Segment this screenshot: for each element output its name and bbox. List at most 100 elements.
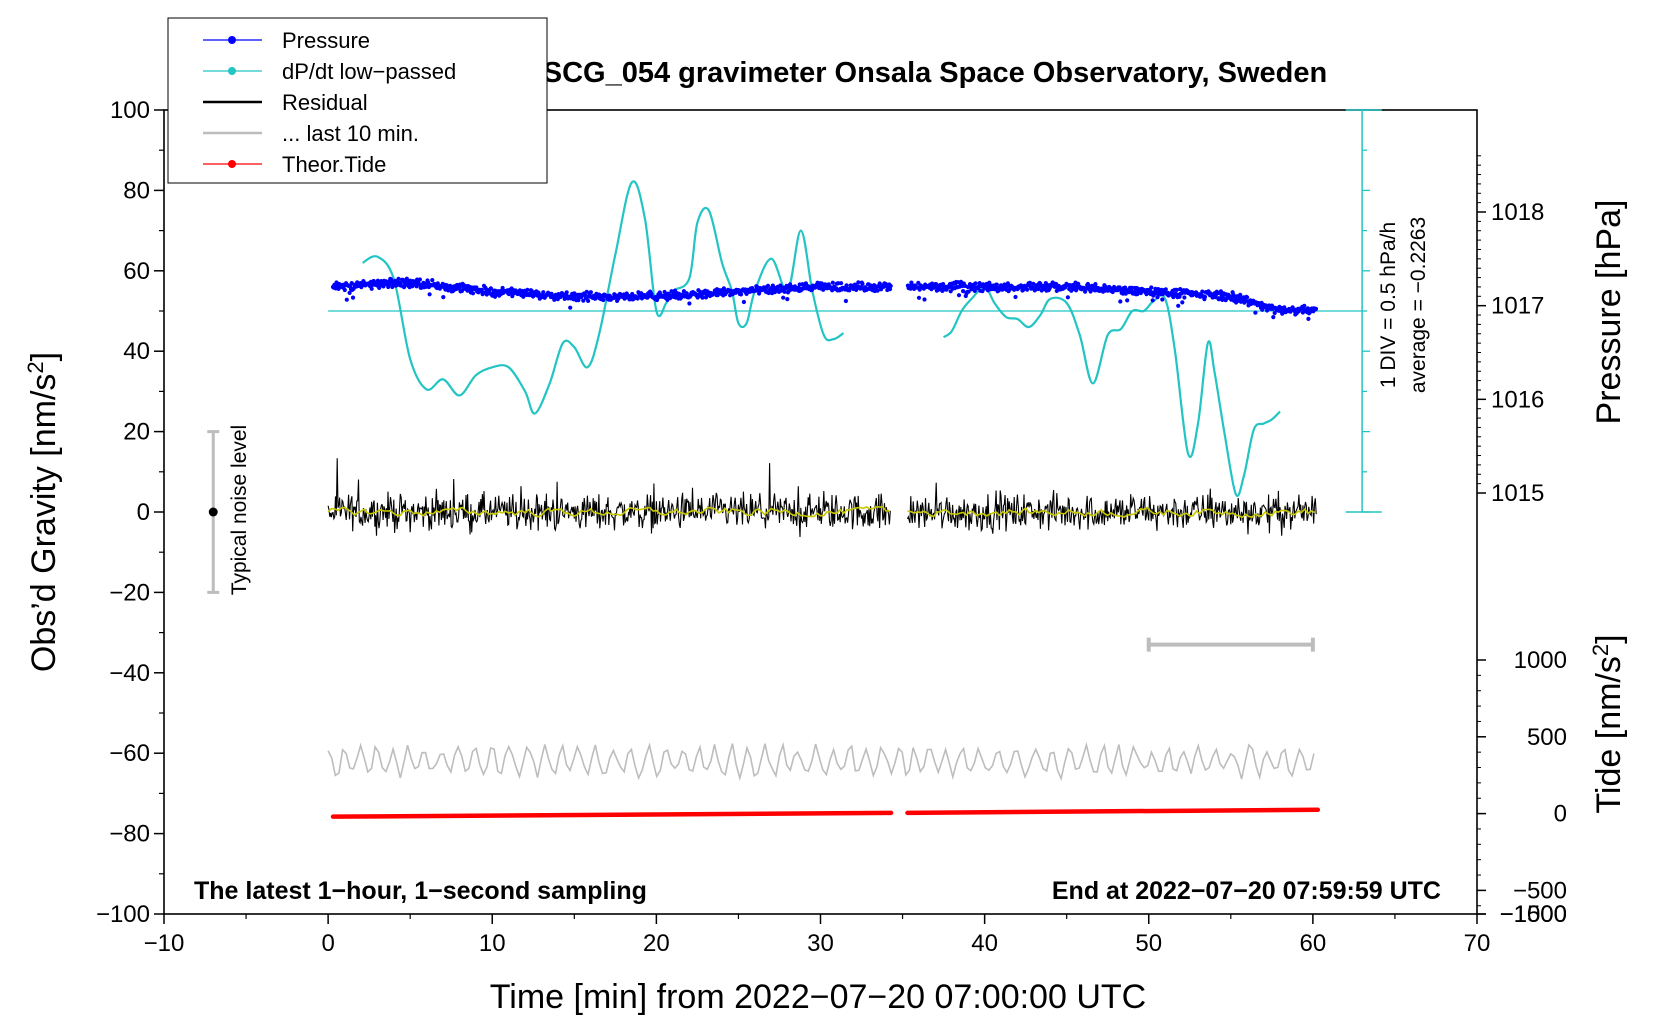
pressure-point (396, 276, 401, 281)
pressure-point (1155, 295, 1160, 300)
pressure-point (1065, 295, 1070, 300)
noise-level-marker (207, 430, 220, 594)
legend-label: Pressure (282, 28, 370, 53)
x-tick-label: 60 (1300, 930, 1327, 957)
legend-label: ... last 10 min. (282, 121, 419, 146)
pressure-point (973, 281, 978, 286)
pressure-point (488, 286, 493, 291)
pressure-point (961, 289, 966, 294)
legend-marker (228, 160, 236, 168)
series-group (327, 180, 1363, 819)
pressure-point (887, 287, 893, 292)
pressure-point (843, 298, 849, 304)
y-tick-label: 80 (123, 177, 150, 204)
pressure-point (1271, 315, 1276, 320)
pressure-point (430, 278, 435, 283)
pressure-point (888, 283, 893, 289)
pressure-point (541, 290, 546, 295)
pressure-point (703, 295, 709, 300)
residual-smoothed-trace (327, 505, 890, 518)
y-axis-ticks-pressure: 1015 1016 1017 1018 (1477, 155, 1544, 507)
pressure-point (568, 305, 573, 310)
pressure-point (1036, 286, 1041, 292)
pressure-point (966, 289, 971, 294)
pressure-point (839, 281, 844, 286)
pressure-point (427, 292, 432, 297)
pressure-point (922, 297, 927, 302)
y-axis-ticks-gravity: −100 −80 −60 −40 −20 0 20 40 60 80 100 (96, 97, 164, 928)
dpdt-average-label: average = −0.2263 (1407, 217, 1430, 393)
pressure-point (417, 282, 422, 287)
residual-trace (906, 482, 1317, 536)
pressure-point (916, 295, 922, 300)
pressure-point (601, 297, 606, 303)
tide-tick-label: −500 (1513, 877, 1567, 904)
pressure-point (1013, 294, 1018, 300)
pressure-point (1202, 294, 1208, 299)
pressure-point (785, 297, 790, 302)
tide-tick-label: 0 (1554, 801, 1567, 828)
pressure-scatter (330, 276, 1319, 321)
pressure-point (1238, 292, 1243, 297)
pressure-point (588, 290, 594, 295)
pressure-point (844, 283, 849, 288)
pressure-point (1177, 294, 1182, 299)
pressure-point (1306, 316, 1311, 321)
chart-title: SCG_054 gravimeter Onsala Space Observat… (543, 57, 1327, 89)
pressure-point (700, 295, 705, 300)
pressure-point (1118, 299, 1123, 304)
y-tick-label: 60 (123, 258, 150, 285)
pressure-point (987, 280, 992, 285)
legend-box (167, 17, 548, 184)
x-axis-ticks: −10 0 10 20 30 40 50 60 70 (144, 914, 1490, 957)
pressure-point (369, 286, 374, 291)
pressure-point (470, 291, 476, 296)
legend-label: Residual (282, 90, 368, 115)
y-axis-title-pressure: Pressure [hPa] (1590, 200, 1628, 425)
tide-trace (905, 807, 1321, 816)
x-tick-label: −10 (144, 930, 185, 957)
pressure-point (441, 295, 446, 300)
x-tick-label: 40 (971, 930, 998, 957)
pressure-point (830, 280, 835, 285)
pressure-tick-label: 1018 (1491, 199, 1544, 226)
pressure-point (581, 298, 586, 303)
noise-level-center-dot (208, 507, 218, 517)
pressure-point (1027, 280, 1033, 285)
y-axis-title-tide: Tide [nm/s2] (1588, 634, 1628, 813)
dpdt-scale-label: 1 DIV = 0.5 hPa/h (1377, 222, 1400, 388)
pressure-point (715, 293, 720, 298)
tide-trace (330, 810, 894, 819)
y-axis-title-gravity: Obs’d Gravity [nm/s2] (23, 352, 63, 672)
pressure-point (525, 287, 530, 292)
pressure-point (586, 298, 591, 303)
pressure-point (1182, 295, 1187, 300)
pressure-point (417, 277, 422, 282)
pressure-point (956, 293, 962, 298)
pressure-point (521, 294, 526, 299)
tide-tick-label: 1000 (1514, 647, 1567, 674)
pressure-point (1160, 297, 1165, 302)
legend-marker (228, 67, 236, 75)
y-tick-label: 0 (137, 499, 150, 526)
pressure-point (1272, 310, 1277, 316)
pressure-point (576, 298, 581, 303)
pressure-point (1083, 289, 1088, 294)
pressure-point (342, 287, 347, 293)
pressure-point (1245, 295, 1250, 300)
legend-label: dP/dt low−passed (282, 59, 456, 84)
pressure-point (860, 281, 865, 286)
pressure-point (347, 290, 352, 295)
legend-label: Theor.Tide (282, 152, 386, 177)
pressure-point (459, 288, 465, 293)
pressure-point (781, 295, 786, 300)
x-tick-label: 10 (479, 930, 506, 957)
pressure-point (1180, 300, 1185, 305)
pressure-point (479, 287, 484, 292)
pressure-point (856, 280, 861, 285)
pressure-point (972, 288, 977, 293)
dpdt-trace (942, 285, 1281, 497)
pressure-point (741, 299, 747, 305)
legend: Pressure dP/dt low−passed Residual ... last… (167, 17, 548, 184)
